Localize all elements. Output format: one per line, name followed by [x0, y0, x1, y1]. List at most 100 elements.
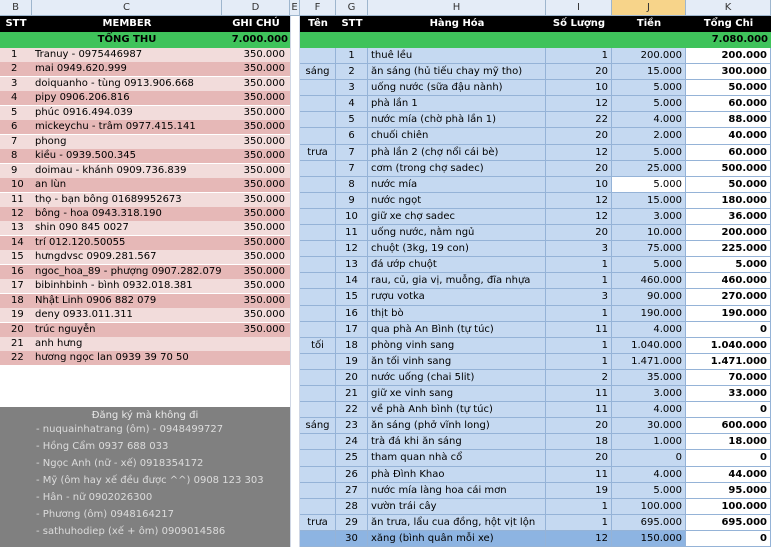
member-name: pipy 0906.206.816 — [35, 92, 130, 104]
column-header-d[interactable]: D — [222, 0, 290, 16]
expense-row[interactable]: tối 18 phòng vinh sang 1 1.040.000 1.040.000 — [300, 337, 771, 354]
column-header-c[interactable]: C — [32, 0, 222, 16]
expense-row[interactable]: 28 vườn trái cây 1 100.000 100.000 — [300, 498, 771, 515]
column-header-g[interactable]: G — [336, 0, 368, 16]
expense-row[interactable]: 9 nước ngọt 12 15.000 180.000 — [300, 192, 771, 209]
expense-total: 50.000 — [686, 176, 771, 193]
expense-row[interactable]: 22 về phà Anh bình (tự túc) 11 4.000 0 — [300, 402, 771, 419]
column-header-j[interactable]: J — [612, 0, 686, 16]
expense-total: 270.000 — [686, 289, 771, 306]
member-row[interactable]: 8 kiều - 0939.500.345 350.000 — [0, 149, 290, 164]
column-header-e[interactable]: E — [290, 0, 300, 16]
expense-qty: 22 — [546, 112, 612, 129]
member-row[interactable]: 7 phong 350.000 — [0, 134, 290, 149]
expense-price: 200.000 — [612, 48, 686, 65]
expense-row[interactable]: 4 phà lần 1 12 5.000 60.000 — [300, 96, 771, 113]
expense-row[interactable]: 26 phà Đình Khao 11 4.000 44.000 — [300, 466, 771, 483]
member-row[interactable]: 17 bibinhbinh - bình 0932.018.381 350.000 — [0, 279, 290, 294]
member-name: doimau - khánh 0909.736.839 — [35, 164, 187, 176]
expense-qty: 12 — [546, 530, 612, 547]
expense-row[interactable]: 16 thịt bò 1 190.000 190.000 — [300, 305, 771, 322]
column-header-b[interactable]: B — [0, 0, 32, 16]
column-header-h[interactable]: H — [368, 0, 546, 16]
expense-item: về phà Anh bình (tự túc) — [368, 402, 546, 419]
member-row[interactable]: 5 phúc 0916.494.039 350.000 — [0, 105, 290, 120]
member-row[interactable]: 15 hưngdvsc 0909.281.567 350.000 — [0, 250, 290, 265]
member-row[interactable]: 1 Tranuy - 0975446987 350.000 — [0, 48, 290, 62]
member-row[interactable]: 6 mickeychu - trâm 0977.415.141 350.000 — [0, 120, 290, 135]
expense-price: 4.000 — [612, 466, 686, 483]
member-row[interactable]: 13 shin 090 845 0027 350.000 — [0, 221, 290, 236]
member-row[interactable]: 22 hương ngọc lan 0939 39 70 50 — [0, 351, 290, 366]
expense-row[interactable]: 6 chuối chiên 20 2.000 40.000 — [300, 128, 771, 145]
expense-stt: 2 — [336, 64, 368, 81]
register-entry: - nuquainhatrang (ôm) - 0948499727 — [36, 424, 224, 435]
expense-row[interactable]: 17 qua phà An Bình (tự túc) 11 4.000 0 — [300, 321, 771, 338]
expense-stt: 7 — [336, 144, 368, 161]
member-row[interactable]: 9 doimau - khánh 0909.736.839 350.000 — [0, 163, 290, 178]
column-header-k[interactable]: K — [686, 0, 771, 16]
expense-period — [300, 96, 336, 113]
expense-row[interactable]: 27 nước mía làng hoa cái mơn 19 5.000 95.000 — [300, 482, 771, 499]
expense-qty: 3 — [546, 289, 612, 306]
expense-row[interactable]: 10 giữ xe chợ sadec 12 3.000 36.000 — [300, 208, 771, 226]
expense-price: 190.000 — [612, 305, 686, 322]
expense-row[interactable]: 19 ăn tối vinh sang 1 1.471.000 1.471.000 — [300, 353, 771, 370]
expense-item: chuột (3kg, 19 con) — [368, 241, 546, 258]
member-row[interactable]: 19 deny 0933.011.311 350.000 — [0, 308, 290, 323]
right-header-row: Tên STT Hàng Hóa Số Lượng Tiền Tổng Chi — [300, 16, 771, 32]
column-header-i[interactable]: I — [546, 0, 612, 16]
header-item: Hàng Hóa — [429, 18, 485, 29]
expense-row[interactable]: 11 uống nước, nằm ngủ 20 10.000 200.000 — [300, 225, 771, 242]
member-row[interactable]: 21 anh hưng — [0, 337, 290, 351]
member-row[interactable]: 11 thọ - bạn bông 01689952673 350.000 — [0, 192, 290, 207]
expense-row[interactable]: 1 thuê lều 1 200.000 200.000 — [300, 48, 771, 65]
member-amount: 350.000 — [243, 265, 285, 277]
expense-row[interactable]: 14 rau, củ, gia vị, muỗng, đĩa nhựa 1 460.0… — [300, 273, 771, 290]
member-row[interactable]: 12 bông - hoa 0943.318.190 350.000 — [0, 206, 290, 221]
expense-row[interactable]: 5 nước mía (chờ phà lần 1) 22 4.000 88.000 — [300, 112, 771, 129]
expense-row[interactable]: 12 chuột (3kg, 19 con) 3 75.000 225.000 — [300, 241, 771, 258]
member-stt: 10 — [11, 179, 24, 191]
expense-row[interactable]: 8 nước mía 10 5.000 50.000 — [300, 176, 771, 193]
member-amount: 350.000 — [243, 150, 285, 162]
expense-stt: 18 — [336, 337, 368, 354]
expense-period — [300, 241, 336, 258]
member-row[interactable]: 3 doiquanho - tùng 0913.906.668 350.000 — [0, 76, 290, 91]
expense-price: 1.000 — [612, 434, 686, 451]
member-stt: 18 — [11, 294, 24, 306]
expense-total: 88.000 — [686, 112, 771, 129]
member-amount: 350.000 — [243, 164, 285, 176]
expense-total: 0 — [686, 450, 771, 467]
column-header-f[interactable]: F — [300, 0, 336, 16]
member-amount — [222, 337, 288, 351]
member-row[interactable]: 18 Nhật Linh 0906 882 079 350.000 — [0, 293, 290, 308]
expense-row[interactable]: trưa 7 phà lần 2 (chợ nổi cái bè) 12 5.000 60… — [300, 144, 771, 161]
expense-row[interactable]: 25 tham quan nhà cổ 20 0 0 — [300, 450, 771, 467]
expense-row[interactable]: 21 giữ xe vinh sang 11 3.000 33.000 — [300, 386, 771, 403]
expense-row[interactable]: 20 nước uống (chai 5lit) 2 35.000 70.000 — [300, 369, 771, 387]
expense-row[interactable]: 13 đá ướp chuột 1 5.000 5.000 — [300, 257, 771, 274]
expense-stt: 6 — [336, 128, 368, 145]
expense-total: 500.000 — [686, 160, 771, 177]
expense-row[interactable]: 3 uống nước (sữa đậu nành) 10 5.000 50.000 — [300, 80, 771, 97]
header-qty: Số Lượng — [552, 18, 606, 29]
expense-row[interactable]: trưa 29 ăn trưa, lẩu cua đồng, hột vịt lộn… — [300, 514, 771, 531]
expense-stt: 28 — [336, 498, 368, 515]
expense-row[interactable]: sáng 2 ăn sáng (hủ tiếu chay mỹ tho) 20 15.0… — [300, 64, 771, 81]
expense-row[interactable]: 30 xăng (bình quân mỗi xe) 12 150.000 0 — [300, 530, 771, 547]
member-row[interactable]: 2 mai 0949.620.999 350.000 — [0, 62, 290, 77]
expense-qty: 1 — [546, 305, 612, 322]
expense-stt: 16 — [336, 305, 368, 322]
member-row[interactable]: 14 trí 012.120.50055 350.000 — [0, 235, 290, 250]
member-row[interactable]: 10 an lùn 350.000 — [0, 178, 290, 193]
member-row[interactable]: 4 pipy 0906.206.816 350.000 — [0, 91, 290, 106]
expense-row[interactable]: 7 cơm (trong chợ sadec) 20 25.000 500.000 — [300, 160, 771, 177]
expense-row[interactable]: 15 rượu votka 3 90.000 270.000 — [300, 289, 771, 306]
member-row[interactable]: 16 ngoc_hoa_89 - phượng 0907.282.079 350.0… — [0, 264, 290, 279]
expense-row[interactable]: 24 trà đá khi ăn sáng 18 1.000 18.000 — [300, 434, 771, 451]
expense-item: phòng vinh sang — [368, 337, 546, 354]
member-row[interactable]: 20 trúc nguyễn 350.000 — [0, 322, 290, 337]
expense-row[interactable]: sáng 23 ăn sáng (phở vĩnh long) 20 30.000 600… — [300, 418, 771, 435]
member-name: bibinhbinh - bình 0932.018.381 — [35, 280, 193, 292]
